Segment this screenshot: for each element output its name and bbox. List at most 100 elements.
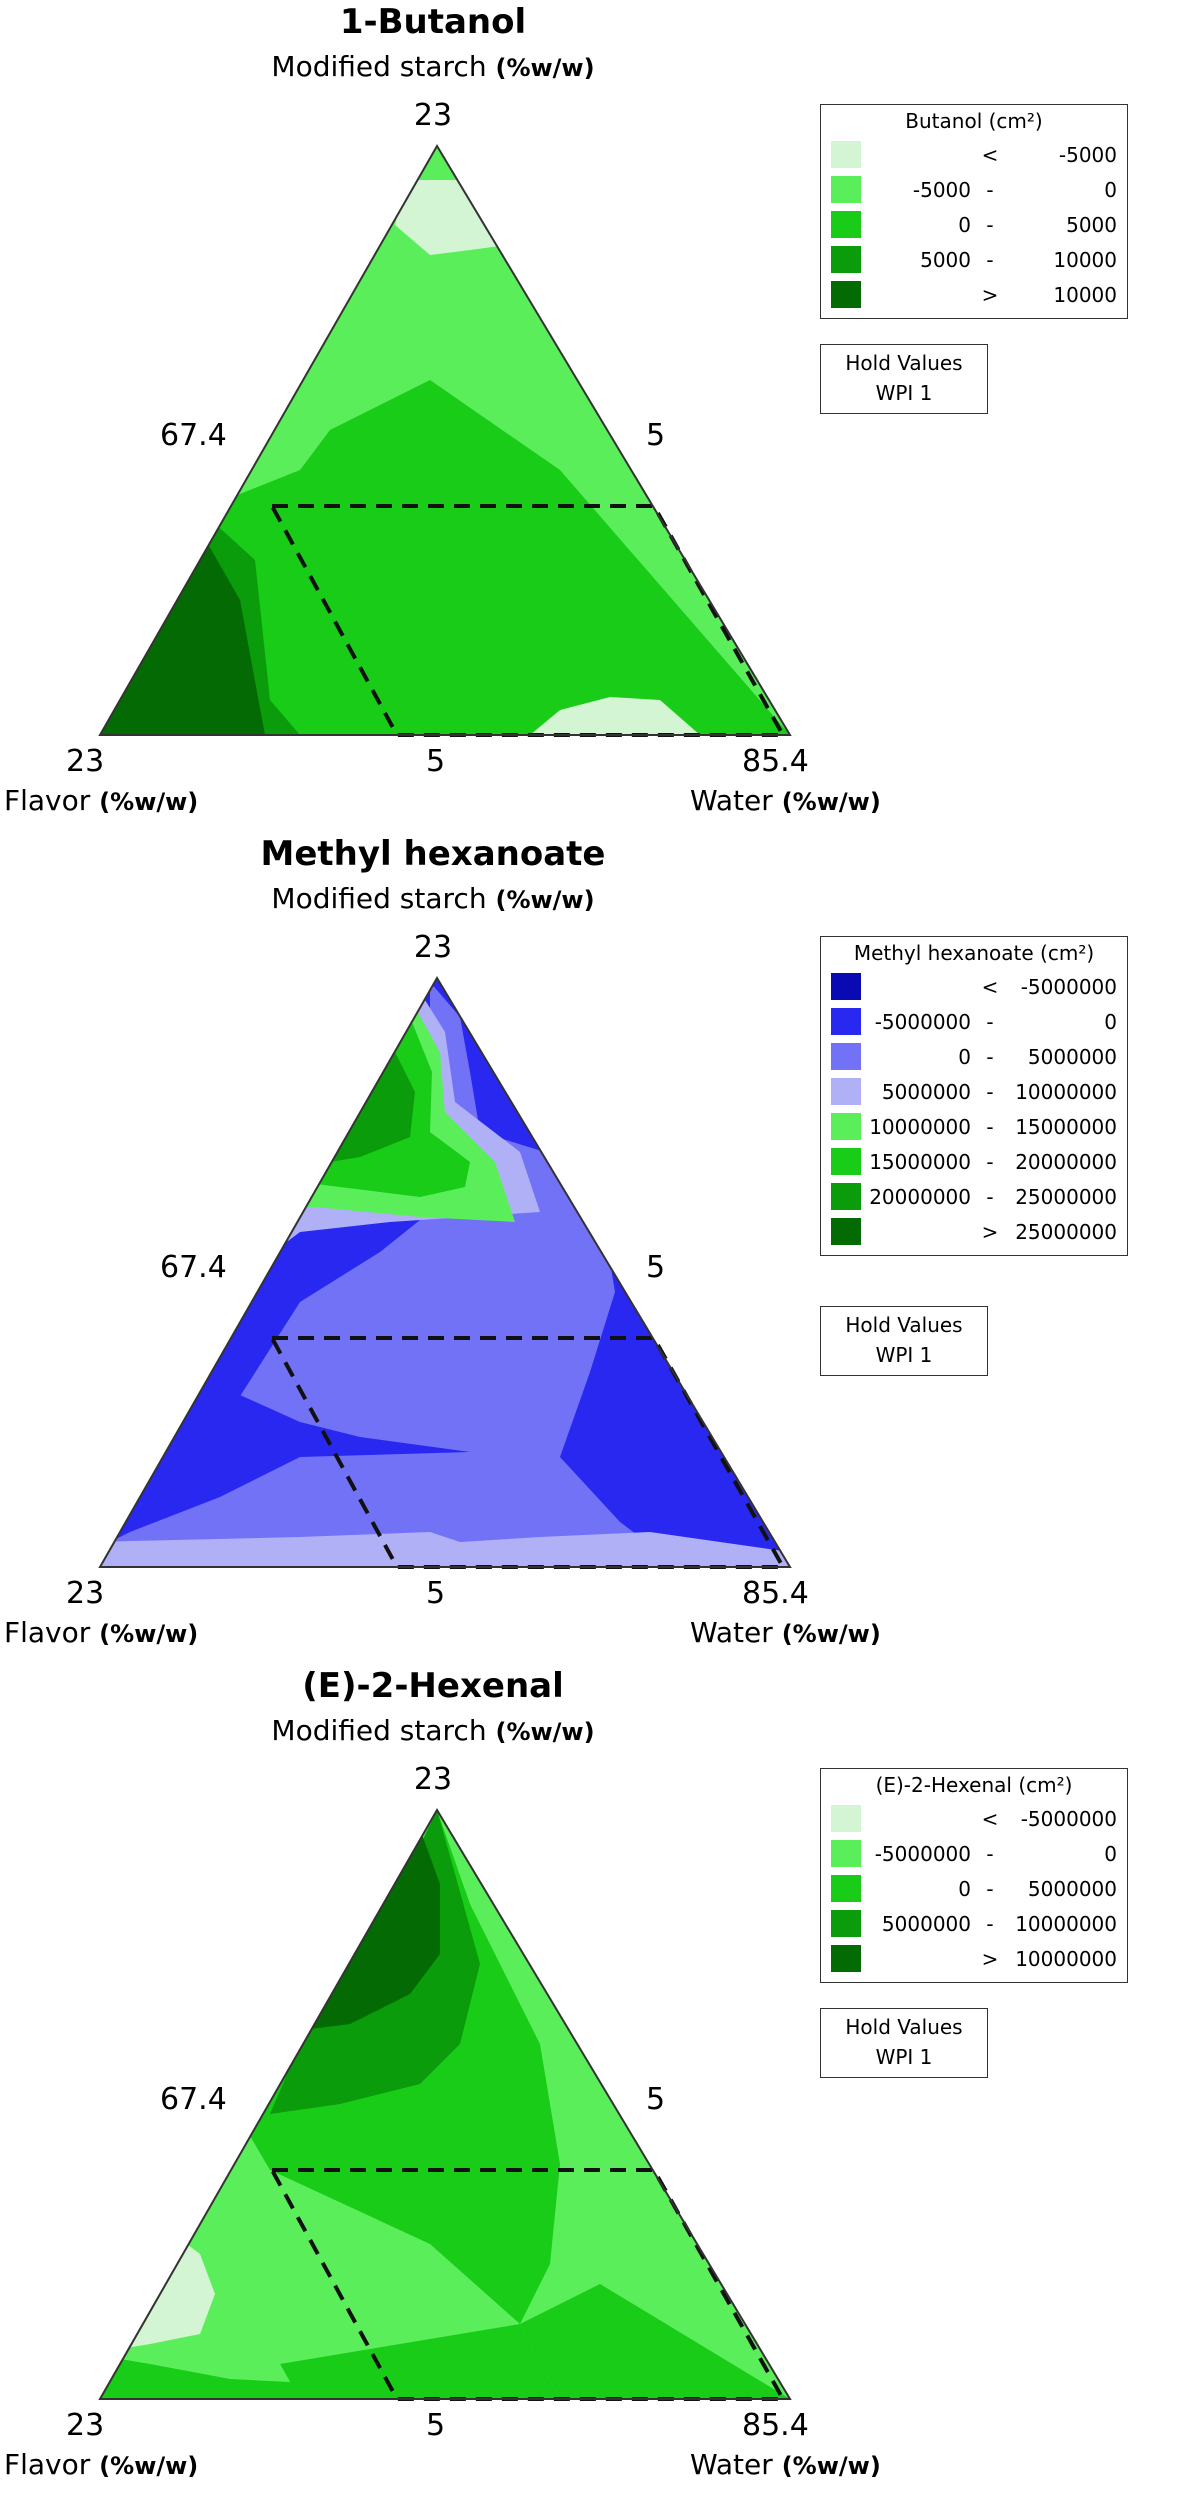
legend-swatch [831,141,861,168]
legend-range-high: -5000000 [1020,974,1117,999]
contour-region [100,1377,470,1552]
legend-range-operator: - [986,1876,994,1901]
contour-panel-hexenal: (E)-2-Hexenal Modified starch (%w/w) 23 … [0,1664,1200,2496]
left-corner-value: 23 [66,1576,105,1611]
hold-value: WPI 1 [875,381,933,405]
legend-swatch [831,1910,861,1937]
ternary-plot [98,1808,792,2401]
water-axis-label: Water (%w/w) [690,1616,881,1649]
legend-range-high: 10000000 [1015,1946,1117,1971]
legend-range-high: -5000 [1058,142,1117,167]
ternary-plot [98,976,792,1569]
legend-range-high: 5000000 [1027,1876,1117,1901]
legend-swatch [831,1148,861,1175]
contour-region [100,530,270,735]
legend-range-high: -5000000 [1020,1806,1117,1831]
contour-region [100,2354,420,2399]
flavor-axis-label: Flavor (%w/w) [4,2448,199,2481]
legend-range-operator: > [981,1219,999,1244]
legend-range-operator: - [986,1911,994,1936]
legend-entry: < -5000000 [831,1801,1117,1836]
legend-range-operator: - [986,177,994,202]
water-axis-label: Water (%w/w) [690,784,881,817]
legend: Butanol (cm²) < -5000 -5000-0 0-5000 5000-10… [820,104,1128,319]
legend: (E)-2-Hexenal (cm²) < -5000000 -5000000-0 0… [820,1768,1128,1983]
left-corner-value: 23 [66,2408,105,2443]
contour-region [100,380,790,735]
right-corner-value: 85.4 [742,744,809,779]
hold-values-title: Hold Values [845,2015,963,2039]
plot-title: (E)-2-Hexenal [302,1666,564,1706]
flavor-axis-label: Flavor (%w/w) [4,1616,199,1649]
legend-range-high: 10000 [1053,282,1117,307]
apex-top-value: 23 [413,1762,453,1797]
flavor-axis-label: Flavor (%w/w) [4,784,199,817]
legend-range-low: 5000000 [881,1079,971,1104]
modified-starch-axis-label: Modified starch (%w/w) [271,882,595,915]
legend-range-low: 0 [958,1876,971,1901]
legend-range-high: 5000000 [1027,1044,1117,1069]
legend-range-low: 0 [958,212,971,237]
legend-range-high: 10000 [1053,247,1117,272]
legend-entry: >10000000 [831,1941,1117,1976]
legend-range-operator: - [986,1841,994,1866]
hold-values-box: Hold Values WPI 1 [820,344,988,414]
contour-panel-methyl-hexanoate: Methyl hexanoate Modified starch (%w/w) … [0,832,1200,1664]
legend-rows: < -5000000 -5000000-0 0-5000000 5000000-1000… [831,1801,1117,1976]
legend: Methyl hexanoate (cm²) < -5000000 -5000000… [820,936,1128,1256]
left-corner-value: 23 [66,744,105,779]
legend-swatch [831,1875,861,1902]
legend-swatch [831,1805,861,1832]
legend-range-operator: > [981,282,999,307]
contour-regions [100,1810,790,2399]
legend-range-low: 20000000 [869,1184,971,1209]
legend-swatch [831,1183,861,1210]
ternary-plot [98,144,792,737]
legend-range-low: 15000000 [869,1149,971,1174]
legend-range-low: 10000000 [869,1114,971,1139]
legend-range-operator: - [986,212,994,237]
hold-values-title: Hold Values [845,1313,963,1337]
legend-range-low: 0 [958,1044,971,1069]
right-edge-tick: 5 [646,1250,666,1285]
legend-entry: 10000000-15000000 [831,1109,1117,1144]
bottom-middle-value: 5 [426,744,446,779]
legend-entry: < -5000 [831,137,1117,172]
hold-values-box: Hold Values WPI 1 [820,2008,988,2078]
legend-entry: < -5000000 [831,969,1117,1004]
legend-title: Methyl hexanoate (cm²) [853,941,1095,965]
legend-range-low: 5000 [920,247,971,272]
apex-top-value: 23 [413,930,453,965]
legend-range-operator: - [986,1079,994,1104]
legend-swatch [831,211,861,238]
legend-title: (E)-2-Hexenal (cm²) [875,1773,1073,1797]
plot-title: Methyl hexanoate [260,834,606,874]
legend-range-low: 5000000 [881,1911,971,1936]
legend-range-operator: < [981,974,999,999]
legend-range-high: 15000000 [1015,1114,1117,1139]
legend-swatch [831,1945,861,1972]
legend-range-low: -5000000 [874,1009,971,1034]
legend-swatch [831,1113,861,1140]
legend-swatch [831,281,861,308]
plot-title: 1-Butanol [339,2,527,42]
legend-range-high: 5000 [1066,212,1117,237]
bottom-middle-value: 5 [426,2408,446,2443]
legend-entry: 5000000-10000000 [831,1074,1117,1109]
legend-entry: >25000000 [831,1214,1117,1249]
legend-range-low: -5000000 [874,1841,971,1866]
legend-rows: < -5000 -5000-0 0-5000 5000-10000 >10000 [831,137,1117,312]
legend-entry: 5000- 10000 [831,242,1117,277]
legend-swatch [831,1008,861,1035]
legend-title: Butanol (cm²) [905,109,1043,133]
legend-entry: -5000000- 0 [831,1004,1117,1039]
triangle-outline [98,976,792,1568]
contour-panel-butanol: 1-Butanol Modified starch (%w/w) 23 67.4… [0,0,1200,832]
legend-entry: -5000000- 0 [831,1836,1117,1871]
legend-range-high: 20000000 [1015,1149,1117,1174]
legend-swatch [831,1078,861,1105]
hold-values-box: Hold Values WPI 1 [820,1306,988,1376]
legend-swatch [831,176,861,203]
legend-range-operator: - [986,1044,994,1069]
legend-range-high: 10000000 [1015,1079,1117,1104]
